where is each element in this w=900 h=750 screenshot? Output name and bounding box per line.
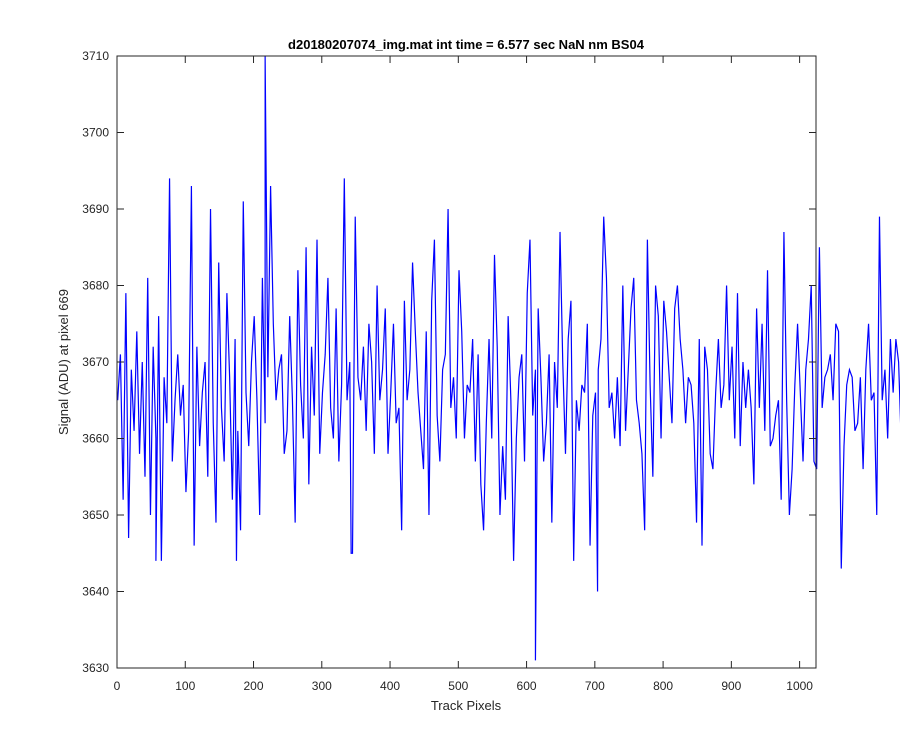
data-layer [117, 55, 900, 661]
x-tick-label: 400 [380, 679, 400, 693]
y-tick-label: 3690 [82, 202, 109, 216]
y-tick-label: 3660 [82, 432, 109, 446]
y-tick-label: 3650 [82, 508, 109, 522]
signal-series-line [117, 55, 900, 661]
y-tick-label: 3700 [82, 126, 109, 140]
x-axis-title: Track Pixels [431, 698, 502, 713]
chart-title: d20180207074_img.mat int time = 6.577 se… [288, 37, 645, 52]
plot-area [117, 56, 816, 668]
x-tick-label: 300 [312, 679, 332, 693]
y-tick-label: 3710 [82, 49, 109, 63]
x-tick-label: 900 [721, 679, 741, 693]
x-tick-label: 0 [114, 679, 121, 693]
y-tick-label: 3670 [82, 355, 109, 369]
x-tick-label: 700 [585, 679, 605, 693]
y-tick-label: 3680 [82, 279, 109, 293]
y-axis-title: Signal (ADU) at pixel 669 [56, 289, 71, 435]
axes-layer: 0 100 200 300 400 500 600 700 800 900 1000 3630 3640… [82, 49, 816, 693]
y-tick-label: 3640 [82, 585, 109, 599]
x-tick-label: 800 [653, 679, 673, 693]
x-tick-label: 100 [175, 679, 195, 693]
y-tick-label: 3630 [82, 661, 109, 675]
x-tick-label: 1000 [786, 679, 813, 693]
x-tick-label: 200 [244, 679, 264, 693]
x-tick-label: 600 [517, 679, 537, 693]
x-tick-label: 500 [448, 679, 468, 693]
